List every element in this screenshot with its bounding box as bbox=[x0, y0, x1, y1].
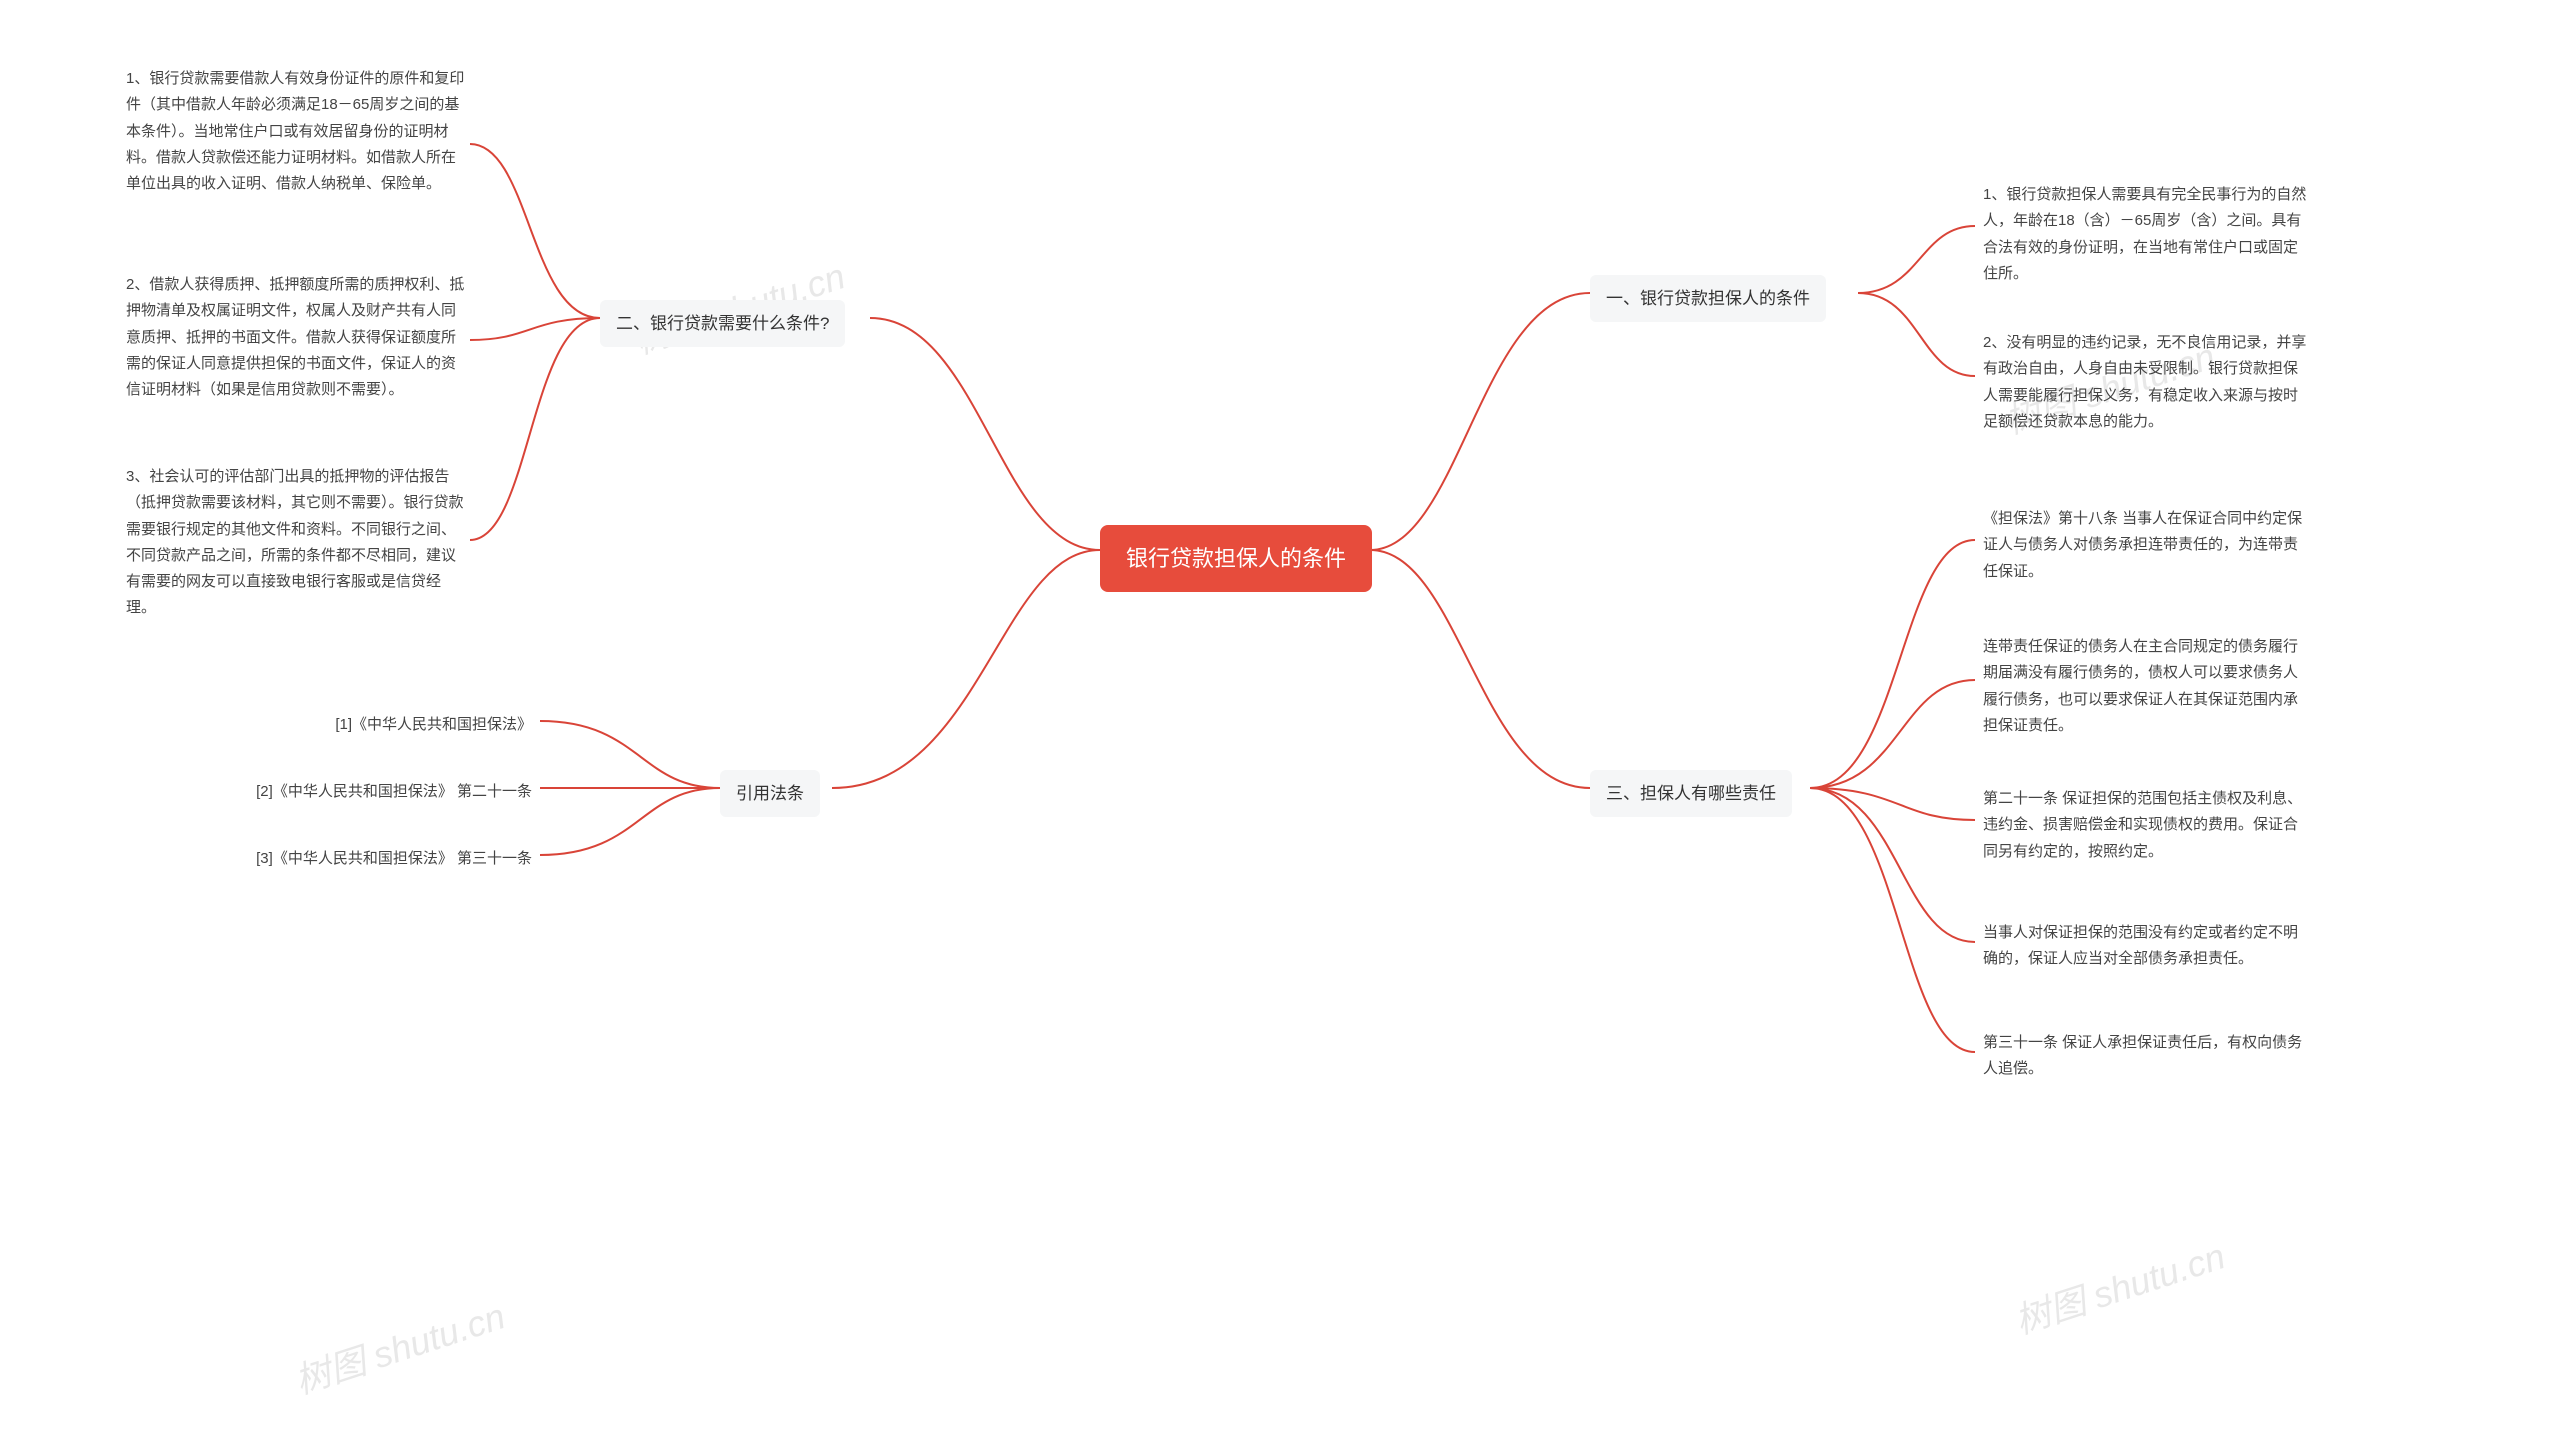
leaf-right-3-3: 当事人对保证担保的范围没有约定或者约定不明确的，保证人应当对全部债务承担责任。 bbox=[1975, 916, 2315, 977]
branch-right-1[interactable]: 一、银行贷款担保人的条件 bbox=[1590, 275, 1826, 322]
leaf-right-3-2: 第二十一条 保证担保的范围包括主债权及利息、违约金、损害赔偿金和实现债权的费用。… bbox=[1975, 782, 2315, 869]
leaf-left-2-0: 1、银行贷款需要借款人有效身份证件的原件和复印件（其中借款人年龄必须满足18－6… bbox=[118, 62, 473, 201]
leaf-right-3-1: 连带责任保证的债务人在主合同规定的债务履行期届满没有履行债务的，债权人可以要求债… bbox=[1975, 630, 2315, 743]
leaf-right-1-1: 2、没有明显的违约记录，无不良信用记录，并享有政治自由，人身自由未受限制。银行贷… bbox=[1975, 326, 2315, 439]
root-node[interactable]: 银行贷款担保人的条件 bbox=[1100, 525, 1372, 592]
watermark: 树图 shutu.cn bbox=[2007, 1228, 2230, 1345]
watermark: 树图 shutu.cn bbox=[287, 1288, 510, 1405]
leaf-right-3-0: 《担保法》第十八条 当事人在保证合同中约定保证人与债务人对债务承担连带责任的，为… bbox=[1975, 502, 2315, 589]
leaf-left-2-2: 3、社会认可的评估部门出具的抵押物的评估报告（抵押贷款需要该材料，其它则不需要）… bbox=[118, 460, 473, 626]
leaf-left-law-0: [1]《中华人民共和国担保法》 bbox=[300, 708, 540, 742]
leaf-left-law-2: [3]《中华人民共和国担保法》 第三十一条 bbox=[215, 842, 540, 876]
leaf-left-2-1: 2、借款人获得质押、抵押额度所需的质押权利、抵押物清单及权属证明文件，权属人及财… bbox=[118, 268, 473, 407]
leaf-right-3-4: 第三十一条 保证人承担保证责任后，有权向债务人追偿。 bbox=[1975, 1026, 2315, 1087]
branch-left-2[interactable]: 二、银行贷款需要什么条件? bbox=[600, 300, 845, 347]
leaf-left-law-1: [2]《中华人民共和国担保法》 第二十一条 bbox=[215, 775, 540, 809]
branch-right-3[interactable]: 三、担保人有哪些责任 bbox=[1590, 770, 1792, 817]
branch-left-law[interactable]: 引用法条 bbox=[720, 770, 820, 817]
leaf-right-1-0: 1、银行贷款担保人需要具有完全民事行为的自然人，年龄在18（含）－65周岁（含）… bbox=[1975, 178, 2315, 291]
